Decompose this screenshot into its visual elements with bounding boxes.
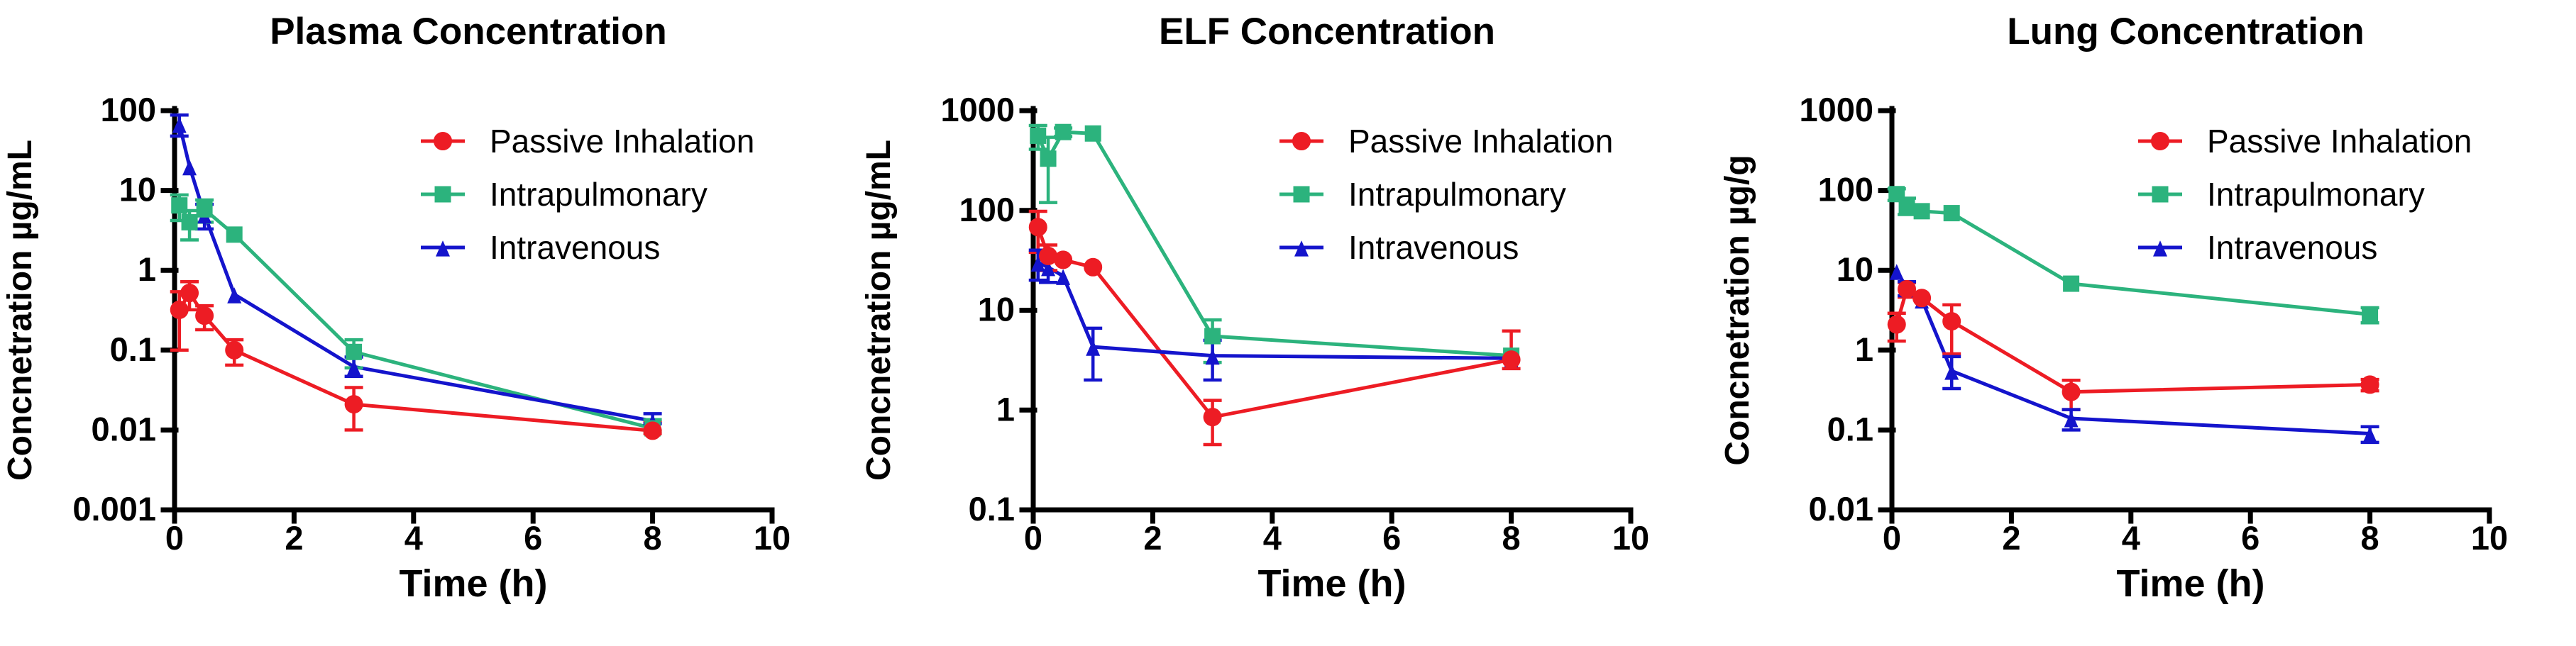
svg-text:Lung Concentration: Lung Concentration	[2007, 11, 2364, 52]
svg-text:8: 8	[2361, 519, 2379, 557]
svg-text:Concnetration µg/g: Concnetration µg/g	[1719, 155, 1756, 465]
svg-text:1: 1	[138, 250, 156, 288]
svg-text:0: 0	[165, 519, 184, 557]
svg-text:100: 100	[959, 191, 1015, 228]
svg-text:0.001: 0.001	[72, 490, 156, 528]
svg-text:Passive Inhalation: Passive Inhalation	[2207, 123, 2472, 160]
svg-text:Time (h): Time (h)	[399, 562, 547, 605]
svg-text:10: 10	[1837, 250, 1873, 288]
svg-text:10: 10	[978, 291, 1015, 328]
svg-text:2: 2	[285, 519, 303, 557]
svg-text:ELF Concentration: ELF Concentration	[1159, 11, 1495, 52]
svg-text:6: 6	[2241, 519, 2259, 557]
svg-text:Concnetration µg/mL: Concnetration µg/mL	[1, 140, 39, 481]
svg-text:6: 6	[524, 519, 542, 557]
svg-text:Intravenous: Intravenous	[2207, 229, 2377, 266]
svg-text:1: 1	[1855, 330, 1873, 368]
svg-text:4: 4	[2122, 519, 2140, 557]
svg-text:1000: 1000	[940, 91, 1015, 128]
svg-text:10: 10	[119, 171, 156, 208]
svg-text:100: 100	[101, 91, 156, 128]
svg-text:10: 10	[1612, 519, 1649, 557]
svg-text:8: 8	[644, 519, 662, 557]
svg-text:4: 4	[1263, 519, 1282, 557]
svg-text:0.1: 0.1	[969, 490, 1015, 528]
svg-text:10: 10	[2471, 519, 2508, 557]
svg-text:0.1: 0.1	[110, 330, 156, 368]
svg-text:Passive Inhalation: Passive Inhalation	[490, 123, 754, 160]
svg-text:8: 8	[1502, 519, 1521, 557]
svg-text:0: 0	[1024, 519, 1042, 557]
svg-text:0.01: 0.01	[92, 410, 156, 447]
svg-text:Plasma Concentration: Plasma Concentration	[270, 11, 667, 52]
svg-text:Intrapulmonary: Intrapulmonary	[1348, 176, 1566, 213]
svg-text:Intrapulmonary: Intrapulmonary	[2207, 176, 2425, 213]
svg-text:Concnetration µg/mL: Concnetration µg/mL	[860, 140, 898, 481]
svg-text:6: 6	[1382, 519, 1401, 557]
svg-text:Intravenous: Intravenous	[1348, 229, 1519, 266]
svg-text:Time (h): Time (h)	[1257, 562, 1406, 605]
svg-text:0.01: 0.01	[1809, 490, 1873, 528]
svg-text:2: 2	[2002, 519, 2020, 557]
svg-text:Intrapulmonary: Intrapulmonary	[490, 176, 708, 213]
svg-text:Intravenous: Intravenous	[490, 229, 660, 266]
svg-text:2: 2	[1143, 519, 1162, 557]
svg-text:Passive Inhalation: Passive Inhalation	[1348, 123, 1613, 160]
svg-text:Time (h): Time (h)	[2116, 562, 2264, 605]
svg-text:1: 1	[996, 390, 1015, 428]
svg-text:0.1: 0.1	[1827, 410, 1873, 447]
svg-text:100: 100	[1818, 171, 1873, 208]
svg-text:1000: 1000	[1799, 91, 1873, 128]
svg-text:10: 10	[754, 519, 791, 557]
svg-text:4: 4	[404, 519, 423, 557]
svg-text:0: 0	[1883, 519, 1901, 557]
